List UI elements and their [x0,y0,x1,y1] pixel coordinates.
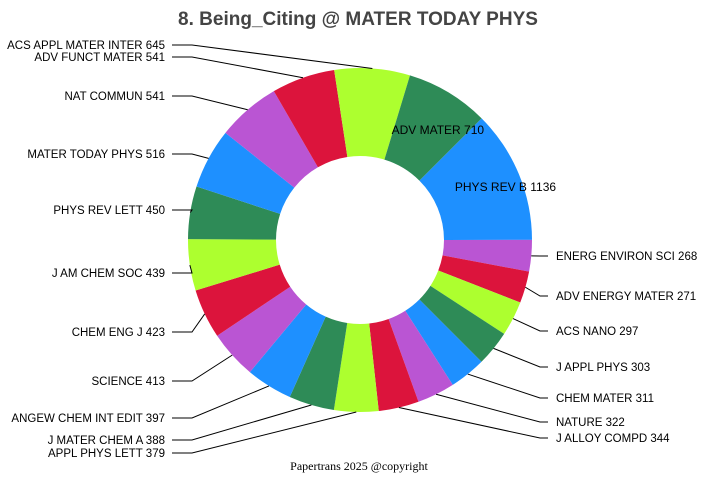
label-nat-commun-541: NAT COMMUN 541 [64,91,165,103]
leader-science-413 [172,354,233,382]
leader-j-am-chem-soc-439 [172,265,193,274]
slice-acs-appl-mater-inter-645 [334,67,410,160]
leader-angew-chem-int-edit-397 [172,385,270,419]
slice-mater-today-phys-516 [196,132,295,214]
leader-lines [172,44,548,454]
label-mater-today-phys-516: MATER TODAY PHYS 516 [27,149,165,161]
slice-phys-rev-b-1136 [419,118,532,240]
donut-slices [188,67,532,412]
label-angew-chem-int-edit-397: ANGEW CHEM INT EDIT 397 [11,413,165,425]
leader-adv-energy-mater-271 [525,286,548,297]
leader-acs-appl-mater-inter-645 [172,44,373,69]
label-appl-phys-lett-379: APPL PHYS LETT 379 [48,448,165,460]
label-adv-funct-mater-541: ADV FUNCT MATER 541 [34,52,165,64]
label-adv-mater-710: ADV MATER 710 [392,123,485,137]
label-science-413: SCIENCE 413 [91,376,165,388]
label-chem-mater-311: CHEM MATER 311 [556,393,654,405]
slice-angew-chem-int-edit-397 [249,304,326,398]
leader-mater-today-phys-516 [172,153,209,159]
leader-j-appl-phys-303 [493,347,548,368]
label-adv-energy-mater-271: ADV ENERGY MATER 271 [556,291,696,303]
slice-chem-mater-311 [405,299,482,385]
slice-science-413 [217,286,307,373]
slice-j-alloy-compd-344 [369,318,419,411]
label-j-appl-phys-303: J APPL PHYS 303 [556,362,650,374]
label-nature-322: NATURE 322 [556,417,625,429]
label-j-mater-chem-a-388: J MATER CHEM A 388 [48,435,165,447]
slice-appl-phys-lett-379 [333,323,379,412]
slice-nature-322 [388,310,453,402]
copyright-footer: Papertrans 2025 @copyright [290,459,428,473]
leader-appl-phys-lett-379 [172,411,357,454]
label-phys-rev-b-1136: PHYS REV B 1136 [455,180,556,194]
slice-nat-commun-541 [225,91,318,188]
label-acs-nano-297: ACS NANO 297 [556,326,638,338]
slice-adv-energy-mater-271 [438,255,530,303]
slice-j-am-chem-soc-439 [188,239,280,291]
slice-energ-environ-sci-268 [442,239,532,272]
slice-adv-funct-mater-541 [273,69,348,168]
slice-chem-eng-j-423 [195,264,291,336]
label-j-am-chem-soc-439: J AM CHEM SOC 439 [52,268,165,280]
label-acs-appl-mater-inter-645: ACS APPL MATER INTER 645 [7,40,165,52]
leader-j-mater-chem-a-388 [172,404,312,441]
leader-phys-rev-lett-450 [172,209,193,213]
slice-acs-nano-297 [430,270,521,334]
leader-adv-funct-mater-541 [172,56,304,79]
slice-adv-mater-710 [384,75,482,181]
leader-acs-nano-297 [512,318,548,332]
slice-j-appl-phys-303 [419,285,505,362]
leader-j-alloy-compd-344 [398,407,548,439]
chart-title: 8. Being_Citing @ MATER TODAY PHYS [178,9,538,30]
leader-nat-commun-541 [172,95,248,111]
leader-chem-eng-j-423 [172,313,206,333]
label-j-alloy-compd-344: J ALLOY COMPD 344 [556,433,670,445]
leader-chem-mater-311 [467,373,548,399]
slice-j-mater-chem-a-388 [289,316,348,411]
label-energ-environ-sci-268: ENERG ENVIRON SCI 268 [556,251,697,263]
slice-phys-rev-lett-450 [188,186,281,240]
label-phys-rev-lett-450: PHYS REV LETT 450 [53,205,165,217]
slice-labels: PHYS REV B 1136 ENERG ENVIRON SCI 268 ADV … [7,40,697,460]
label-chem-eng-j-423: CHEM ENG J 423 [72,327,165,339]
leader-nature-322 [435,393,548,423]
